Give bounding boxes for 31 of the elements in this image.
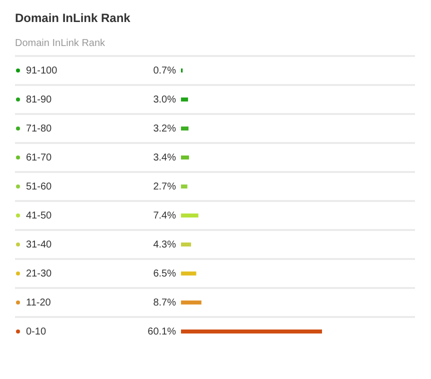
y-tick-label: 0-10 — [26, 326, 46, 338]
y-tick-label: 91-100 — [26, 66, 58, 76]
y-tick-label: 41-50 — [26, 210, 52, 222]
bar — [181, 184, 188, 188]
data-label: 60.1% — [148, 326, 176, 338]
data-label: 3.0% — [153, 94, 176, 106]
data-label: 2.7% — [153, 182, 176, 192]
bar — [181, 98, 188, 102]
text: Domain InLink Rank — [15, 11, 131, 25]
data-label: 6.5% — [153, 268, 176, 280]
text: Domain InLink Rank — [15, 38, 106, 49]
data-label: 0.7% — [153, 66, 176, 76]
data-label: 3.4% — [153, 152, 176, 164]
y-tick-label: 31-40 — [26, 240, 52, 250]
y-tick-label: 51-60 — [26, 182, 52, 192]
data-label: 7.4% — [153, 210, 176, 222]
bar — [181, 300, 202, 304]
y-tick-label: 81-90 — [26, 94, 52, 106]
bar — [181, 156, 189, 160]
data-label: 3.2% — [153, 124, 176, 134]
y-tick-label: 61-70 — [26, 152, 52, 164]
y-tick-label: 71-80 — [26, 124, 52, 134]
data-label: 4.3% — [153, 240, 176, 250]
bar — [181, 214, 198, 218]
bar — [181, 272, 196, 276]
bar — [181, 242, 192, 246]
bar — [181, 126, 189, 130]
data-label: 8.7% — [153, 298, 176, 308]
y-tick-label: 11-20 — [26, 298, 52, 308]
bar — [181, 330, 322, 334]
y-tick-label: 21-30 — [26, 268, 52, 280]
